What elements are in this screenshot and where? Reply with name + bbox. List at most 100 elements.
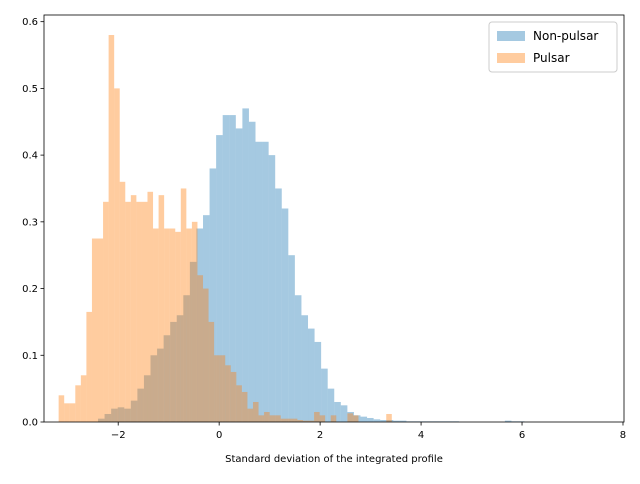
bar (230, 371, 237, 422)
bar (130, 400, 138, 422)
bar (302, 420, 309, 422)
bar (288, 255, 295, 422)
bar (258, 415, 265, 422)
x-tick-label: −2 (111, 430, 126, 441)
bar (386, 419, 394, 422)
bar (141, 201, 148, 422)
bar (314, 411, 320, 422)
bar (308, 420, 315, 422)
bar (281, 208, 289, 422)
bar (175, 231, 181, 422)
bar (137, 388, 144, 422)
bar (275, 188, 282, 422)
bars-layer (58, 35, 525, 423)
bar (314, 341, 322, 422)
bar (203, 288, 209, 422)
bar (262, 141, 269, 422)
axes-layer: −2 0 2 4 6 8 0.0 0.1 0.2 0.3 0.4 0.5 0.6 Standard dev… (22, 14, 626, 465)
bar (136, 201, 142, 422)
legend-swatch (497, 53, 525, 63)
y-tick-label: 0.0 (22, 418, 38, 429)
bar (153, 228, 159, 422)
bar (91, 238, 98, 422)
bar (186, 228, 192, 422)
bar (353, 415, 361, 422)
bar (111, 408, 118, 422)
bar (143, 375, 151, 422)
bar (242, 108, 249, 422)
bar (191, 221, 198, 422)
legend-label: Pulsar (533, 51, 570, 65)
bar (147, 191, 154, 422)
bar (380, 419, 387, 422)
bar (214, 355, 220, 422)
y-tick-label: 0.6 (22, 17, 38, 28)
bar (80, 375, 87, 422)
bar (280, 418, 287, 422)
legend: Non-pulsar Pulsar (488, 21, 618, 73)
bar (125, 201, 131, 422)
bar (291, 418, 298, 422)
bar (269, 415, 276, 422)
bar (64, 403, 70, 422)
bar (327, 388, 335, 422)
x-axis-label: Standard deviation of the integrated pro… (225, 454, 443, 465)
bar (164, 228, 170, 422)
bar (330, 415, 337, 422)
bar (347, 413, 353, 422)
bar (170, 321, 177, 422)
legend-box (488, 21, 618, 73)
bar (235, 128, 243, 423)
series-non-pulsar (98, 108, 525, 423)
bar (69, 403, 76, 422)
bar (117, 407, 125, 422)
bar (229, 115, 236, 422)
bar (225, 365, 231, 422)
bar (294, 295, 302, 422)
bar (352, 415, 359, 422)
bar (301, 315, 309, 422)
bar (321, 368, 328, 422)
bar (169, 228, 176, 422)
bar (386, 413, 392, 422)
bar (97, 238, 104, 422)
bar (393, 420, 400, 422)
bar (340, 405, 348, 422)
series-pulsar (58, 35, 392, 423)
bar (86, 311, 92, 422)
x-tick-label: 2 (317, 430, 323, 441)
bar (150, 355, 158, 422)
bar (108, 35, 115, 423)
bar (247, 408, 253, 422)
bar (58, 395, 65, 422)
bar (208, 321, 215, 422)
bar (252, 401, 259, 422)
bar (196, 228, 204, 422)
plot-frame (43, 14, 625, 423)
y-tick-label: 0.1 (22, 351, 38, 362)
x-tick-label: 0 (216, 430, 222, 441)
bar (103, 201, 109, 422)
y-tick-label: 0.3 (22, 217, 38, 228)
x-tick-label: 6 (519, 430, 525, 441)
bar (236, 385, 242, 422)
bar (319, 415, 326, 422)
bar (268, 155, 276, 423)
bar (176, 315, 184, 422)
bar (180, 188, 187, 422)
bar (209, 168, 217, 422)
x-tick-label: 8 (620, 430, 626, 441)
bar (189, 261, 197, 422)
bar (286, 418, 292, 422)
legend-swatch (497, 31, 525, 41)
bar (334, 401, 341, 422)
bar (119, 181, 126, 422)
bar (216, 135, 223, 422)
bar (98, 418, 105, 422)
bar (275, 415, 281, 422)
bar (75, 385, 81, 422)
bar (347, 411, 354, 422)
bar (255, 141, 263, 422)
legend-label: Non-pulsar (533, 29, 598, 43)
